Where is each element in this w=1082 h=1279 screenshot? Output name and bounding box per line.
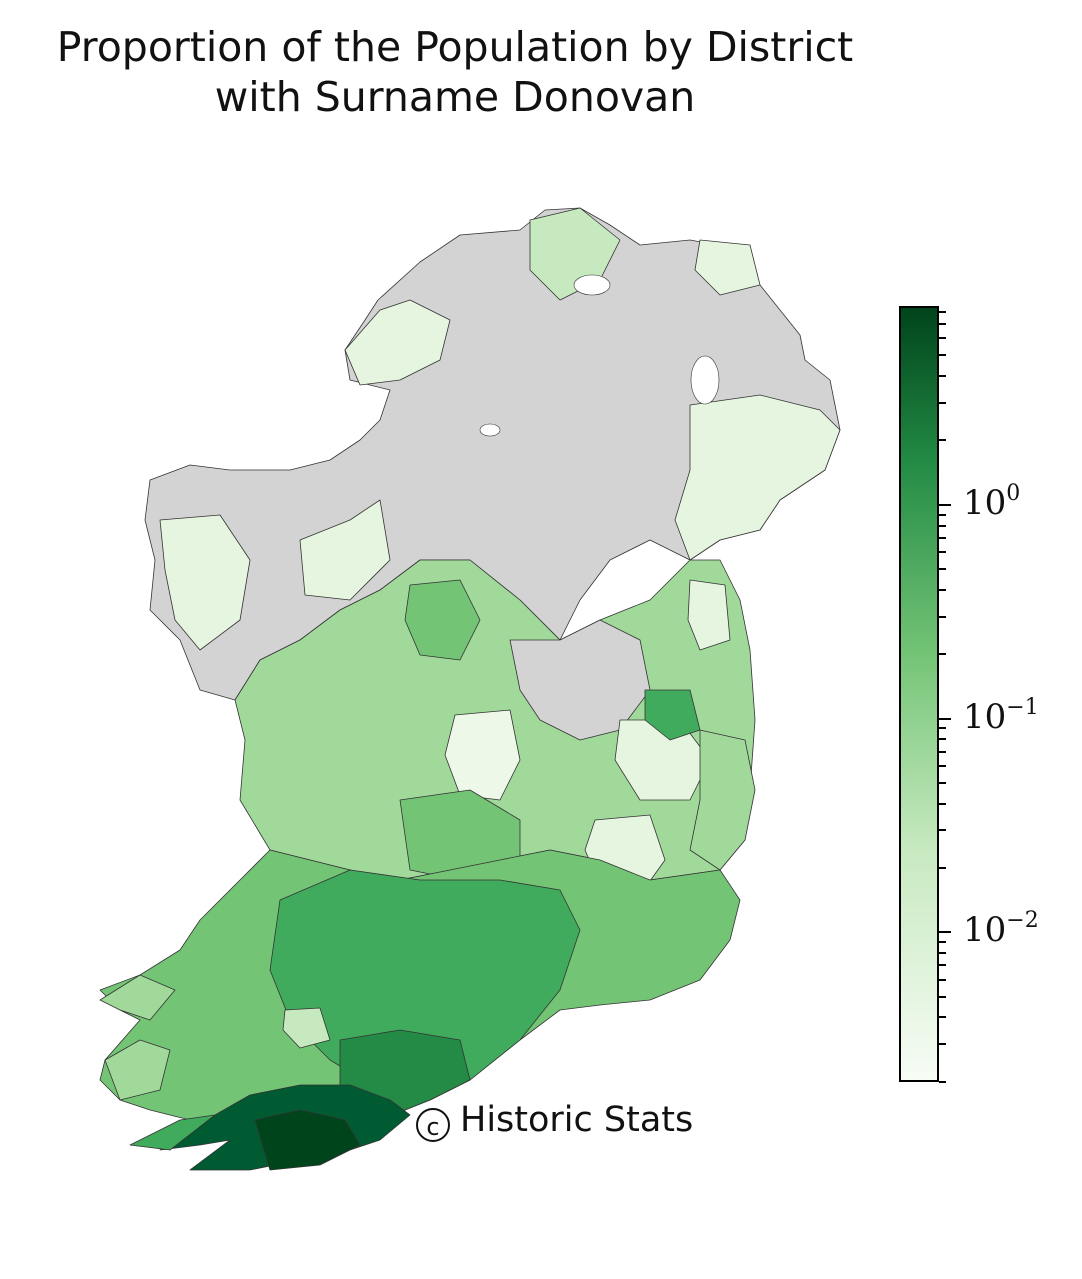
credit-text: Historic Stats [460, 1100, 694, 1140]
map-title: Proportion of the Population by District… [0, 22, 910, 122]
colorbar-minor-tick [939, 750, 946, 753]
region-antrim-light [694, 239, 761, 296]
colorbar-major-tick [939, 717, 951, 720]
colorbar-minor-tick [939, 524, 946, 527]
region-central-light [444, 709, 521, 801]
colorbar-tick-label: 100 [963, 480, 1021, 523]
title-line-1: Proportion of the Population by District [56, 23, 854, 71]
colorbar-minor-tick [939, 952, 946, 955]
colorbar-minor-tick [939, 310, 946, 313]
colorbar-minor-tick [939, 615, 946, 618]
colorbar-minor-tick [939, 513, 946, 516]
region-kerry-south-light [104, 1039, 171, 1101]
colorbar-tick-label: 10−2 [963, 908, 1039, 951]
colorbar-minor-tick [939, 536, 946, 539]
colorbar-minor-tick [939, 1016, 946, 1019]
colorbar-minor-tick [939, 765, 946, 767]
colorbar-gradient [899, 306, 939, 1082]
region-kerry-light [99, 974, 176, 1021]
colorbar-minor-tick [939, 964, 946, 967]
colorbar-minor-tick [939, 568, 946, 571]
colorbar-minor-tick [939, 323, 946, 326]
colorbar-minor-tick [939, 978, 946, 981]
region-galway-medium [404, 579, 481, 661]
colorbar-minor-tick [939, 995, 946, 998]
colorbar-minor-tick [939, 802, 946, 805]
copyright-credit: c Historic Stats [416, 1100, 693, 1142]
region-wicklow [689, 729, 756, 871]
region-kildare-medium [644, 689, 701, 741]
colorbar-major-tick [939, 931, 951, 934]
lough-foyle [573, 274, 611, 296]
lough-neagh [690, 355, 720, 405]
title-line-2: with Surname Donovan [214, 73, 696, 121]
colorbar-minor-tick [939, 1043, 946, 1046]
colorbar-minor-tick [939, 551, 946, 554]
colorbar-minor-tick [939, 1080, 946, 1083]
colorbar-minor-tick [939, 738, 946, 741]
colorbar-minor-tick [939, 354, 946, 357]
colorbar-minor-tick [939, 867, 946, 869]
colorbar-minor-tick [939, 653, 946, 656]
colorbar-minor-tick [939, 781, 946, 784]
colorbar-minor-tick [939, 941, 946, 944]
region-northeast-light [674, 394, 841, 561]
region-dublin-light [687, 579, 731, 651]
region-donegal-light [344, 299, 451, 386]
copyright-icon: c [416, 1108, 450, 1142]
colorbar-minor-tick [939, 588, 946, 591]
region-northwest-light [159, 514, 251, 651]
region-beara [129, 1114, 216, 1151]
region-west-cork-dark [254, 1109, 361, 1171]
colorbar-minor-tick [939, 401, 946, 404]
colorbar-minor-tick [939, 829, 946, 832]
region-sligo-light [299, 499, 391, 601]
colorbar-major-tick [939, 503, 951, 506]
region-central-no-data [509, 619, 651, 741]
region-cork-pale [282, 1007, 331, 1049]
ireland-choropleth-map [99, 207, 841, 1171]
colorbar-tick-label: 10−1 [963, 694, 1039, 737]
colorbar-minor-tick [939, 375, 946, 378]
lough-erne [479, 423, 501, 437]
colorbar: 100 10−1 10−2 [899, 306, 1079, 1086]
colorbar-minor-tick [939, 337, 946, 340]
colorbar-minor-tick [939, 727, 946, 730]
colorbar-minor-tick [939, 439, 946, 442]
